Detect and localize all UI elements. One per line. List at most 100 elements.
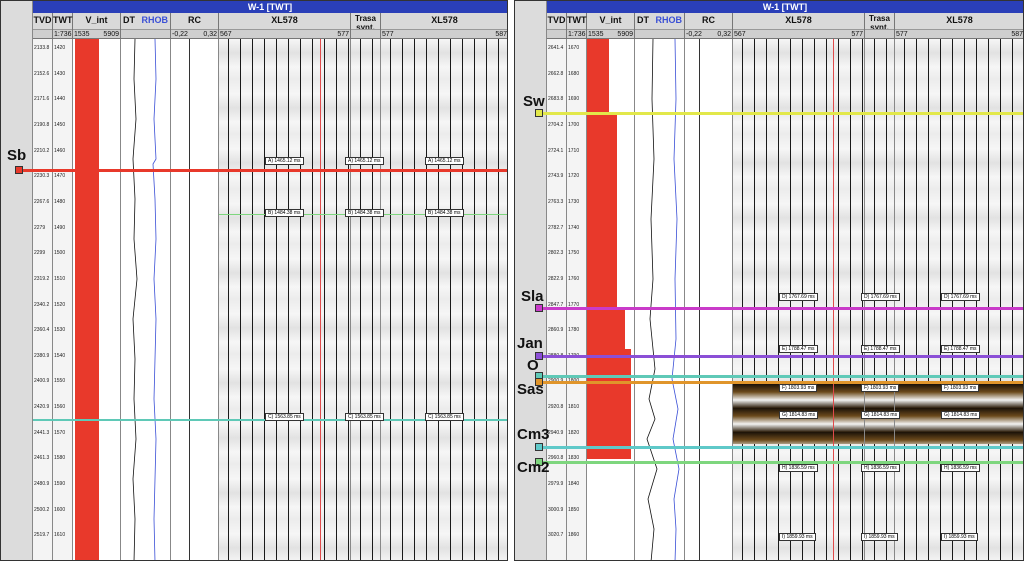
depth-tick-label: 2500.2 xyxy=(34,506,50,513)
depth-tick-label: 1830 xyxy=(568,455,580,462)
depth-tick-label: 1690 xyxy=(568,96,580,103)
pick-label: A) 1465.12 ms xyxy=(265,157,304,165)
dt-curve xyxy=(646,39,658,560)
horizon-line-sb[interactable] xyxy=(15,169,507,172)
depth-tick-label: 2782.7 xyxy=(548,224,564,231)
depth-tick-label: 1570 xyxy=(54,429,66,436)
vint-fill xyxy=(75,39,99,560)
pick-label: C) 1563.85 ms xyxy=(345,413,384,421)
depth-tick-label: 2704.2 xyxy=(548,121,564,128)
pick-label: F) 1803.93 ms xyxy=(779,384,818,392)
depth-tick-label: 2152.6 xyxy=(34,70,50,77)
twt-track-right: 1670 1680 1690 1700 1710 1720 1730 1740 1750 1760… xyxy=(567,39,587,560)
depth-tick-label: 1560 xyxy=(54,404,66,411)
depth-tick-label: 2683.8 xyxy=(548,96,564,103)
well-panel-left[interactable]: W-1 [TWT] TVD TWT 1:736 V_int 1535 5909 DT R… xyxy=(0,0,508,561)
pick-label: C) 1563.85 ms xyxy=(425,413,464,421)
depth-tick-label: 1540 xyxy=(54,352,66,359)
depth-tick-label: 1510 xyxy=(54,275,66,282)
depth-tick-label: 2380.9 xyxy=(34,352,50,359)
seismic-xl578-left xyxy=(219,39,351,560)
depth-tick-label: 1750 xyxy=(568,250,580,257)
horizon-marker-sb[interactable] xyxy=(15,166,23,174)
horizon-line-sla[interactable] xyxy=(537,307,1023,310)
depth-tick-label: 2441.3 xyxy=(34,429,50,436)
rhob-curve xyxy=(152,39,157,560)
header-synthetic[interactable]: Trasa synt. xyxy=(351,13,381,39)
header-vint[interactable]: V_int 1535 5909 xyxy=(73,13,121,39)
header-dt-rhob[interactable]: DT RHOB xyxy=(635,13,685,39)
pick-label: E) 1788.47 ms xyxy=(861,345,900,353)
horizon-marker-sla[interactable] xyxy=(535,304,543,312)
depth-tick-label: 2267.6 xyxy=(34,198,50,205)
depth-tick-label: 2920.8 xyxy=(548,404,564,411)
horizon-line-sas[interactable] xyxy=(537,381,1023,384)
horizon-line-jan[interactable] xyxy=(537,355,1023,358)
depth-tick-label: 1740 xyxy=(568,224,580,231)
horizon-marker-sas[interactable] xyxy=(535,378,543,386)
depth-tick-label: 2319.2 xyxy=(34,275,50,282)
depth-tick-label: 1530 xyxy=(54,327,66,334)
header-xl578-right[interactable]: XL578 577 587 xyxy=(381,13,507,39)
depth-tick-label: 2940.9 xyxy=(548,429,564,436)
depth-tick-label: 1470 xyxy=(54,173,66,180)
pick-label: E) 1788.47 ms xyxy=(779,345,818,353)
depth-tick-label: 1520 xyxy=(54,301,66,308)
horizon-line-cm2[interactable] xyxy=(537,461,1023,464)
horizon-line-sw[interactable] xyxy=(537,112,1023,115)
header-tvd[interactable]: TVD xyxy=(33,13,53,39)
depth-tick-label: 1430 xyxy=(54,70,66,77)
header-twt[interactable]: TWT 1:736 xyxy=(53,13,73,39)
header-tvd[interactable]: TVD xyxy=(547,13,567,39)
header-xl578-left[interactable]: XL578 567 577 xyxy=(733,13,865,39)
pick-label: B) 1484.38 ms xyxy=(425,209,464,217)
well-panel-right[interactable]: W-1 [TWT] TVD TWT 1:736 V_int 1535 5909 DT R… xyxy=(514,0,1024,561)
pick-label: D) 1767.69 ms xyxy=(779,293,818,301)
header-xl578-left[interactable]: XL578 567 577 xyxy=(219,13,351,39)
depth-tick-label: 2641.4 xyxy=(548,45,564,51)
dt-rhob-curves-left xyxy=(132,39,157,560)
pick-label: B) 1484.38 ms xyxy=(265,209,304,217)
pick-label: G) 1814.83 ms xyxy=(941,411,981,419)
depth-tick-label: 1420 xyxy=(54,45,66,51)
pick-label: I) 1859.93 ms xyxy=(941,533,978,541)
horizon-marker-sw[interactable] xyxy=(535,109,543,117)
rhob-curve xyxy=(671,39,680,560)
pick-label: D) 1767.69 ms xyxy=(941,293,980,301)
horizon-marker-jan[interactable] xyxy=(535,352,543,360)
horizon-line-o[interactable] xyxy=(537,375,1023,378)
rc-track-left xyxy=(171,39,219,560)
depth-tick-label: 1500 xyxy=(54,250,66,257)
depth-tick-label: 1450 xyxy=(54,121,66,128)
header-synthetic[interactable]: Trasa synt. xyxy=(865,13,895,39)
header-rc[interactable]: RC -0,22 0,32 xyxy=(171,13,219,39)
vint-fill-shape xyxy=(587,39,631,459)
depth-tick-label: 1760 xyxy=(568,275,580,282)
header-xl578-right[interactable]: XL578 577 587 xyxy=(895,13,1023,39)
header-twt[interactable]: TWT 1:736 xyxy=(567,13,587,39)
header-vint[interactable]: V_int 1535 5909 xyxy=(587,13,635,39)
depth-tick-label: 1780 xyxy=(568,327,580,334)
pick-label: H) 1836.59 ms xyxy=(861,464,900,472)
depth-tick-label: 1440 xyxy=(54,96,66,103)
depth-tick-label: 2299 xyxy=(34,250,46,257)
depth-tick-label: 2979.9 xyxy=(548,481,564,488)
horizon-marker-cm3[interactable] xyxy=(535,443,543,451)
depth-tick-label: 2519.7 xyxy=(34,532,50,539)
depth-tick-label: 2279 xyxy=(34,224,46,231)
horizon-label-jan: Jan xyxy=(517,335,543,352)
pick-label: G) 1814.83 ms xyxy=(861,411,901,419)
header-dt-rhob[interactable]: DT RHOB xyxy=(121,13,171,39)
depth-tick-label: 2400.9 xyxy=(34,378,50,385)
depth-tick-label: 2743.9 xyxy=(548,173,564,180)
depth-tick-label: 1700 xyxy=(568,121,580,128)
dt-rhob-track-left xyxy=(121,39,171,560)
horizon-line-cm3[interactable] xyxy=(537,446,1023,449)
synthetic-trace-left xyxy=(351,39,381,560)
header-rc[interactable]: RC -0,22 0,32 xyxy=(685,13,733,39)
horizon-marker-cm2[interactable] xyxy=(535,458,543,466)
pick-label: H) 1836.59 ms xyxy=(941,464,980,472)
vint-track-left xyxy=(73,39,121,560)
panel-title-left: W-1 [TWT] xyxy=(33,1,507,13)
depth-tick-label: 2763.3 xyxy=(548,198,564,205)
